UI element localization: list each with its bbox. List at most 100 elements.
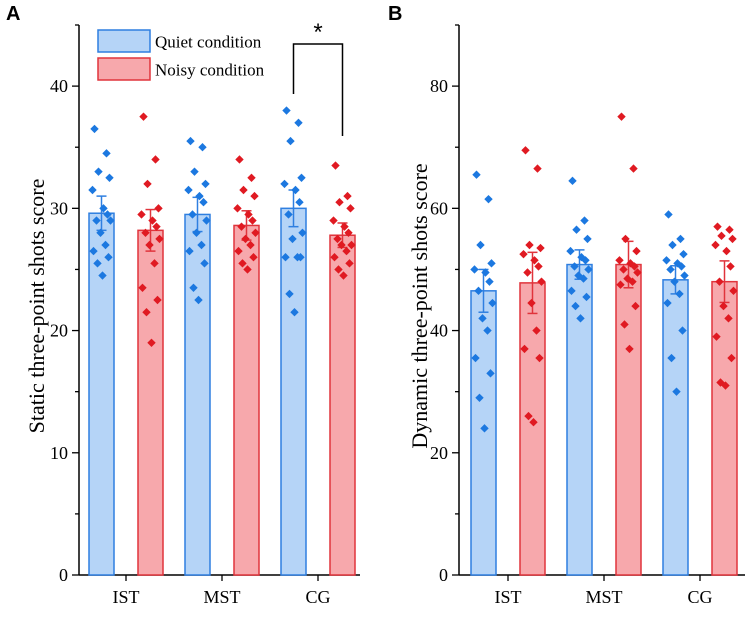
data-point bbox=[195, 191, 204, 201]
y-tick-label: 30 bbox=[50, 198, 68, 218]
data-point bbox=[281, 253, 290, 262]
data-point bbox=[487, 259, 496, 268]
data-point bbox=[662, 256, 671, 265]
data-point bbox=[347, 240, 356, 250]
x-category-label: MST bbox=[203, 587, 240, 607]
bar-noisy-ist bbox=[137, 229, 164, 576]
data-point bbox=[295, 198, 304, 207]
data-point bbox=[472, 170, 481, 179]
data-point bbox=[151, 155, 160, 164]
data-point bbox=[202, 216, 211, 225]
data-point bbox=[247, 173, 256, 182]
data-point bbox=[143, 179, 152, 189]
data-point bbox=[90, 124, 99, 134]
data-point bbox=[243, 265, 252, 274]
data-point bbox=[184, 185, 193, 195]
data-point bbox=[197, 240, 206, 250]
data-point bbox=[239, 185, 248, 195]
data-point bbox=[724, 314, 733, 323]
bar-quiet-mst bbox=[184, 213, 211, 576]
data-point bbox=[94, 167, 103, 176]
data-point bbox=[237, 222, 246, 231]
data-point bbox=[579, 274, 588, 283]
y-tick-label: 20 bbox=[50, 321, 68, 341]
data-point bbox=[188, 210, 197, 219]
data-point bbox=[251, 228, 260, 237]
data-point bbox=[630, 262, 639, 271]
data-point bbox=[680, 271, 689, 280]
data-point bbox=[344, 228, 353, 237]
data-point bbox=[667, 353, 676, 363]
data-point bbox=[346, 204, 355, 213]
data-point bbox=[725, 225, 734, 234]
data-point bbox=[727, 353, 736, 363]
data-point bbox=[629, 164, 638, 173]
bar-quiet-cg bbox=[280, 207, 307, 576]
data-point bbox=[621, 234, 630, 244]
data-point bbox=[632, 246, 641, 256]
data-point bbox=[102, 149, 111, 158]
data-point bbox=[678, 326, 687, 335]
data-point bbox=[96, 228, 105, 237]
data-point bbox=[89, 246, 98, 256]
y-axis-title: Dynamic three-point shots score bbox=[407, 163, 432, 448]
data-point bbox=[481, 268, 490, 277]
panel-letter: B bbox=[388, 3, 402, 25]
data-point bbox=[529, 418, 538, 427]
data-point bbox=[474, 286, 483, 296]
bar-quiet-cg bbox=[662, 279, 689, 576]
data-point bbox=[340, 222, 349, 231]
data-point bbox=[619, 265, 628, 274]
data-point bbox=[535, 353, 544, 363]
data-point bbox=[533, 164, 542, 173]
data-point bbox=[138, 283, 147, 292]
data-point bbox=[536, 243, 545, 253]
data-point bbox=[483, 326, 492, 335]
data-point bbox=[525, 240, 534, 250]
data-point bbox=[154, 204, 163, 213]
data-point bbox=[729, 286, 738, 296]
data-point bbox=[571, 301, 580, 311]
data-point bbox=[534, 262, 543, 271]
x-category-label: MST bbox=[585, 587, 622, 607]
data-point bbox=[296, 253, 305, 262]
data-point bbox=[198, 143, 207, 152]
data-point bbox=[524, 411, 533, 421]
data-point bbox=[532, 326, 541, 335]
data-point bbox=[201, 179, 210, 189]
data-point bbox=[139, 112, 148, 121]
data-point bbox=[249, 253, 258, 262]
bar-quiet-ist bbox=[88, 212, 115, 576]
data-point bbox=[676, 234, 685, 244]
data-point bbox=[666, 265, 675, 274]
data-point bbox=[284, 210, 293, 219]
data-point bbox=[294, 118, 303, 127]
data-point bbox=[103, 210, 112, 219]
bar-noisy-cg bbox=[329, 234, 356, 576]
data-point bbox=[145, 240, 154, 250]
data-point bbox=[194, 295, 203, 305]
x-category-label: IST bbox=[495, 587, 522, 607]
data-point bbox=[88, 185, 97, 195]
data-point bbox=[241, 234, 250, 244]
data-point bbox=[620, 320, 629, 329]
y-tick-label: 80 bbox=[430, 76, 448, 96]
x-category-label: IST bbox=[113, 587, 140, 607]
data-point bbox=[290, 308, 299, 317]
data-point bbox=[568, 176, 577, 186]
x-category-label: CG bbox=[305, 587, 330, 607]
data-point bbox=[190, 167, 199, 176]
data-point bbox=[631, 301, 640, 311]
data-point bbox=[339, 271, 348, 280]
data-point bbox=[663, 298, 672, 308]
data-point bbox=[298, 228, 307, 237]
data-point bbox=[713, 222, 722, 231]
data-point bbox=[486, 369, 495, 378]
data-point bbox=[335, 198, 344, 207]
legend-swatch-noisy bbox=[97, 57, 151, 81]
legend-label-quiet: Quiet condition bbox=[155, 33, 262, 52]
bar-quiet-ist bbox=[470, 290, 497, 576]
data-point bbox=[186, 136, 195, 146]
